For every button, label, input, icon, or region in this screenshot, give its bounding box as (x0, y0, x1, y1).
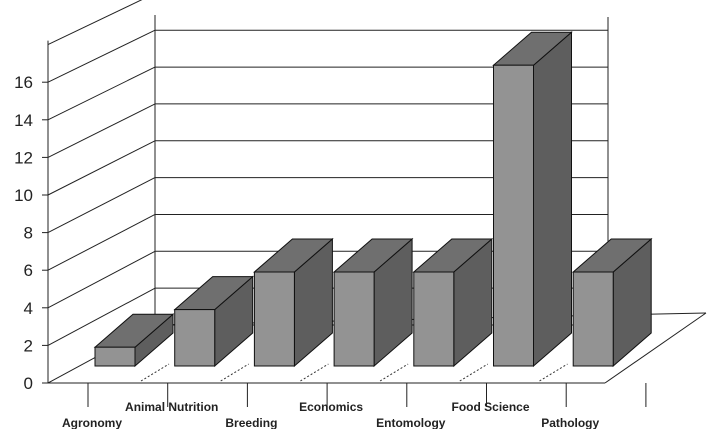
y-tick-label: 4 (24, 299, 33, 318)
bar-side (533, 31, 572, 368)
y-tick-label: 8 (24, 224, 33, 243)
y-tick-label: 14 (14, 111, 33, 130)
x-category-label: Entomology (376, 416, 446, 429)
bar-front (253, 271, 295, 367)
x-category-label: Food Science (451, 400, 529, 414)
x-category-label: Economics (299, 400, 363, 414)
floor-guide (539, 363, 568, 382)
bar (93, 313, 175, 382)
floor-guide (220, 363, 249, 382)
y-tick-label: 0 (24, 374, 33, 393)
y-axis: 0 2 4 6 8 10 12 14 16 (14, 40, 49, 393)
side-wall-gridline (47, 287, 156, 346)
y-tick-label: 10 (14, 186, 33, 205)
floor-guide (379, 363, 409, 382)
side-wall-gridline (47, 29, 156, 83)
bar-front (174, 309, 216, 367)
y-tick-label: 12 (14, 148, 33, 167)
floor-right-edge (604, 312, 707, 384)
x-category-label: Pathology (541, 416, 599, 429)
bar (173, 275, 255, 382)
x-category-label: Agronomy (62, 416, 122, 429)
floor-guide (459, 363, 489, 382)
x-category-label: Breeding (225, 416, 277, 429)
floor-guide (140, 363, 170, 382)
bar (253, 237, 334, 382)
bar-front (413, 271, 455, 367)
side-wall-gridline (47, 140, 156, 196)
side-wall-gridline (47, 214, 156, 271)
bar (571, 237, 653, 368)
bars (93, 31, 653, 382)
bar-front (94, 346, 136, 367)
side-wall-gridline (47, 0, 143, 46)
side-wall-gridline (47, 103, 156, 158)
bar (412, 237, 494, 382)
bar-front (572, 271, 614, 367)
x-category-label: Animal Nutrition (125, 400, 218, 414)
y-tick-label: 2 (24, 336, 33, 355)
side-wall-gridline (47, 250, 156, 309)
bar (332, 237, 414, 382)
bar-front (333, 271, 375, 367)
side-wall-gridline (47, 66, 156, 121)
side-wall-gridline (47, 177, 156, 234)
bar (492, 31, 573, 382)
y-tick-label: 16 (14, 73, 33, 92)
bar-front (493, 64, 534, 367)
y-tick-label: 6 (24, 261, 33, 280)
floor-guide (300, 363, 329, 382)
